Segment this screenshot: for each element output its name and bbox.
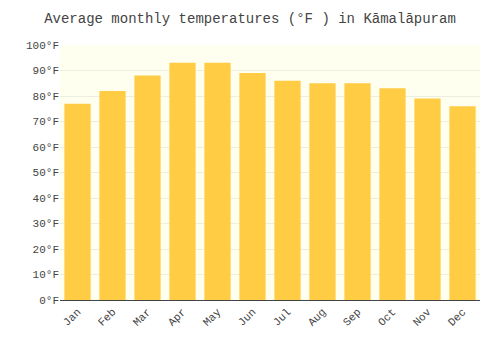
svg-text:Jun: Jun — [236, 306, 258, 328]
svg-text:Jul: Jul — [271, 306, 293, 328]
svg-text:20°F: 20°F — [33, 244, 59, 256]
svg-text:10°F: 10°F — [33, 269, 59, 281]
svg-text:Oct: Oct — [376, 306, 398, 328]
svg-text:Average monthly temperatures (: Average monthly temperatures (°F ) in Kā… — [44, 11, 456, 27]
svg-text:100°F: 100°F — [26, 40, 59, 52]
svg-text:Dec: Dec — [446, 306, 468, 328]
svg-text:90°F: 90°F — [33, 65, 59, 77]
svg-text:Aug: Aug — [306, 306, 328, 328]
svg-text:40°F: 40°F — [33, 193, 59, 205]
svg-text:May: May — [201, 306, 224, 329]
svg-text:60°F: 60°F — [33, 142, 59, 154]
svg-text:Apr: Apr — [166, 306, 188, 328]
svg-text:Sep: Sep — [341, 306, 363, 328]
svg-text:Mar: Mar — [131, 306, 153, 328]
svg-text:80°F: 80°F — [33, 91, 59, 103]
svg-text:50°F: 50°F — [33, 167, 59, 179]
svg-text:70°F: 70°F — [33, 116, 59, 128]
svg-text:Nov: Nov — [411, 306, 434, 329]
svg-text:Feb: Feb — [96, 306, 118, 328]
svg-text:Jan: Jan — [61, 306, 83, 328]
svg-text:30°F: 30°F — [33, 218, 59, 230]
svg-text:0°F: 0°F — [39, 295, 59, 307]
